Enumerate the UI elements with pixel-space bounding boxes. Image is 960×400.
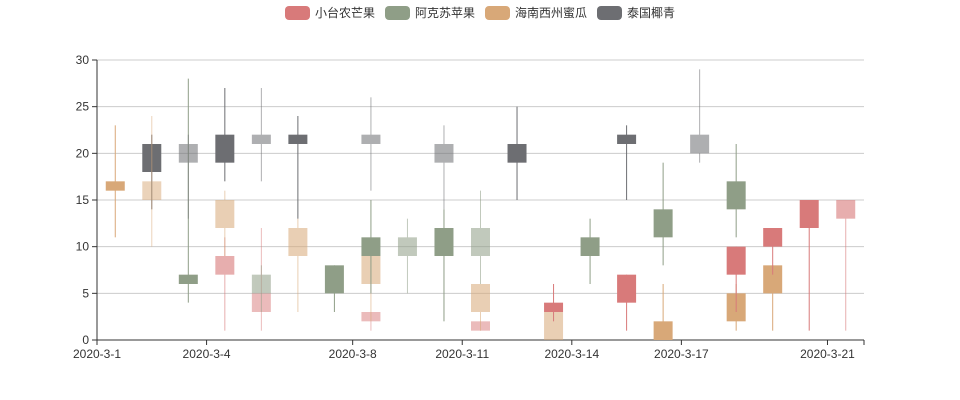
candle[interactable]: [434, 209, 454, 322]
candle[interactable]: [763, 265, 783, 331]
candle-body[interactable]: [653, 209, 673, 238]
candle[interactable]: [617, 274, 637, 331]
axes: 0 5 10 15 20 25 30 2020-3-1 2020-3-4 2020-3-8 2020…: [73, 53, 865, 361]
legend-label-melon: 海南西州蜜瓜: [515, 6, 588, 20]
candles[interactable]: [105, 69, 856, 340]
y-tick-label: 5: [82, 286, 89, 300]
candle[interactable]: [361, 97, 381, 191]
candle[interactable]: [617, 125, 637, 200]
candle-body[interactable]: [763, 228, 783, 247]
candle[interactable]: [726, 144, 746, 238]
candle[interactable]: [726, 246, 746, 312]
candle-body[interactable]: [690, 134, 710, 154]
y-tick-label: 15: [76, 193, 90, 207]
legend-item-apple[interactable]: 阿克苏苹果: [384, 4, 475, 21]
x-tick-label: 2020-3-4: [183, 347, 231, 361]
candle-body[interactable]: [178, 274, 198, 284]
candle[interactable]: [215, 190, 235, 256]
legend[interactable]: 小台农芒果 阿克苏苹果 海南西州蜜瓜 泰国椰青: [0, 4, 960, 21]
candle[interactable]: [836, 200, 856, 331]
y-tick-label: 20: [76, 146, 90, 160]
candle[interactable]: [215, 88, 235, 182]
candle-body[interactable]: [178, 144, 198, 163]
candle-body[interactable]: [361, 134, 381, 144]
legend-label-coconut: 泰国椰青: [627, 6, 676, 20]
candle-body[interactable]: [288, 228, 308, 256]
y-tick-label: 10: [76, 240, 90, 254]
x-tick-label: 2020-3-17: [654, 347, 709, 361]
candle[interactable]: [178, 134, 198, 219]
candle[interactable]: [434, 125, 454, 210]
candle[interactable]: [251, 265, 271, 312]
y-tick-label: 25: [76, 100, 90, 114]
candle[interactable]: [653, 162, 673, 266]
x-tick-label: 2020-3-21: [800, 347, 855, 361]
candle-body[interactable]: [544, 312, 564, 340]
candle[interactable]: [288, 218, 308, 312]
candle-body[interactable]: [251, 274, 271, 294]
legend-item-melon[interactable]: 海南西州蜜瓜: [485, 4, 587, 21]
candle-body[interactable]: [836, 200, 856, 219]
candle-body[interactable]: [617, 134, 637, 144]
candle[interactable]: [251, 88, 271, 182]
candle[interactable]: [397, 218, 417, 294]
candle-body[interactable]: [544, 302, 564, 312]
candle-body[interactable]: [324, 265, 344, 294]
candle-body[interactable]: [215, 200, 235, 228]
candle-body[interactable]: [434, 144, 454, 163]
candle[interactable]: [763, 228, 783, 275]
candle[interactable]: [105, 125, 125, 238]
x-tick-label: 2020-3-14: [544, 347, 599, 361]
candle-body[interactable]: [215, 256, 235, 275]
candle-body[interactable]: [726, 246, 746, 275]
candle-body[interactable]: [726, 181, 746, 210]
candle[interactable]: [690, 69, 710, 163]
candle-body[interactable]: [653, 321, 673, 340]
candle-body[interactable]: [471, 284, 490, 312]
x-tick-label: 2020-3-1: [73, 347, 121, 361]
candle-body[interactable]: [251, 134, 271, 144]
candle-body[interactable]: [580, 237, 600, 256]
legend-swatch-mango: [284, 5, 310, 20]
candle-body[interactable]: [361, 237, 381, 256]
legend-item-coconut[interactable]: 泰国椰青: [597, 4, 675, 21]
x-tick-label: 2020-3-8: [329, 347, 377, 361]
y-tick-label: 30: [76, 53, 90, 67]
legend-item-mango[interactable]: 小台农芒果: [284, 4, 375, 21]
y-tick-label: 0: [82, 333, 89, 347]
legend-swatch-coconut: [597, 5, 623, 20]
candle-body[interactable]: [397, 237, 417, 256]
candle[interactable]: [580, 218, 600, 284]
candle[interactable]: [288, 116, 308, 219]
candle[interactable]: [361, 200, 381, 294]
candle-body[interactable]: [105, 181, 125, 191]
candle-body[interactable]: [434, 228, 454, 256]
x-tick-label: 2020-3-11: [435, 347, 489, 361]
legend-label-mango: 小台农芒果: [314, 6, 375, 20]
candle[interactable]: [507, 106, 527, 200]
candle-body[interactable]: [763, 265, 783, 294]
candle[interactable]: [544, 284, 564, 322]
candle[interactable]: [471, 190, 490, 284]
candle[interactable]: [799, 200, 819, 331]
candle-body[interactable]: [617, 274, 637, 303]
candle[interactable]: [142, 116, 162, 247]
candle-body[interactable]: [799, 200, 819, 228]
legend-swatch-apple: [384, 5, 410, 20]
candle-body[interactable]: [288, 134, 308, 144]
candle[interactable]: [324, 265, 344, 312]
candle-body[interactable]: [142, 181, 162, 200]
candle-body[interactable]: [215, 134, 235, 163]
candle-body[interactable]: [471, 228, 490, 256]
candle[interactable]: [653, 284, 673, 340]
legend-label-apple: 阿克苏苹果: [414, 6, 475, 20]
candle[interactable]: [471, 284, 490, 331]
legend-swatch-melon: [485, 5, 510, 20]
candle-body[interactable]: [507, 144, 527, 163]
